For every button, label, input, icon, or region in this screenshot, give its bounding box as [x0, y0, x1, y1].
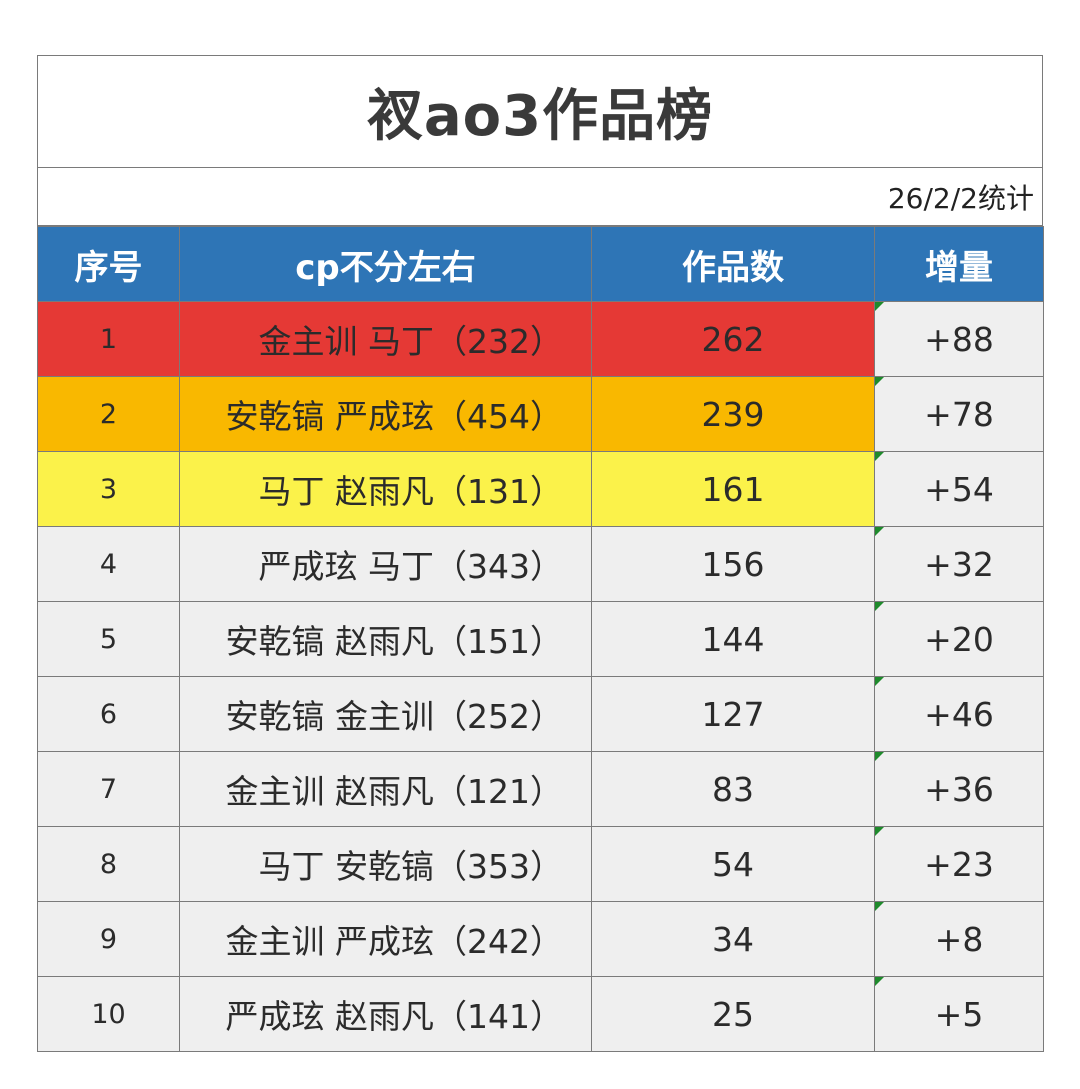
table-row: 10 严成玹 赵雨凡（141） 25 +5: [37, 976, 1044, 1052]
table-row: 3 马丁 赵雨凡（131） 161 +54: [37, 451, 1044, 527]
cp-cell: 金主训 严成玹（242）: [179, 901, 592, 977]
table-row: 9 金主训 严成玹（242） 34 +8: [37, 901, 1044, 977]
increase-cell: +23: [874, 826, 1044, 902]
rank-cell: 10: [37, 976, 180, 1052]
increase-cell: +54: [874, 451, 1044, 527]
cp-cell: 金主训 赵雨凡（121）: [179, 751, 592, 827]
increase-cell: +20: [874, 601, 1044, 677]
cp-cell: 马丁 安乾镐（353）: [179, 826, 592, 902]
cp-cell: 严成玹 马丁（343）: [179, 526, 592, 602]
header-works: 作品数: [591, 226, 875, 302]
works-cell: 83: [591, 751, 875, 827]
cp-cell: 严成玹 赵雨凡（141）: [179, 976, 592, 1052]
works-cell: 34: [591, 901, 875, 977]
rank-cell: 4: [37, 526, 180, 602]
header-rank: 序号: [37, 226, 180, 302]
increase-cell: +32: [874, 526, 1044, 602]
rank-cell: 1: [37, 301, 180, 377]
header-row: 序号 cp不分左右 作品数 增量: [37, 226, 1044, 302]
table-row: 4 严成玹 马丁（343） 156 +32: [37, 526, 1044, 602]
rank-cell: 7: [37, 751, 180, 827]
increase-cell: +5: [874, 976, 1044, 1052]
header-cp: cp不分左右: [179, 226, 592, 302]
table-row: 8 马丁 安乾镐（353） 54 +23: [37, 826, 1044, 902]
table-row: 5 安乾镐 赵雨凡（151） 144 +20: [37, 601, 1044, 677]
increase-cell: +46: [874, 676, 1044, 752]
works-cell: 262: [591, 301, 875, 377]
increase-cell: +78: [874, 376, 1044, 452]
cp-cell: 安乾镐 金主训（252）: [179, 676, 592, 752]
rank-cell: 5: [37, 601, 180, 677]
date-note: 26/2/2统计: [38, 168, 1043, 226]
cp-cell: 安乾镐 赵雨凡（151）: [179, 601, 592, 677]
rank-cell: 8: [37, 826, 180, 902]
rank-cell: 2: [37, 376, 180, 452]
cp-cell: 金主训 马丁（232）: [179, 301, 592, 377]
table-row: 6 安乾镐 金主训（252） 127 +46: [37, 676, 1044, 752]
table-row: 1 金主训 马丁（232） 262 +88: [37, 301, 1044, 377]
increase-cell: +36: [874, 751, 1044, 827]
works-cell: 25: [591, 976, 875, 1052]
table-row: 2 安乾镐 严成玹（454） 239 +78: [37, 376, 1044, 452]
header-increase: 增量: [874, 226, 1044, 302]
works-cell: 54: [591, 826, 875, 902]
works-cell: 239: [591, 376, 875, 452]
increase-cell: +8: [874, 901, 1044, 977]
sheet-title: 衩ao3作品榜: [38, 56, 1043, 168]
rank-cell: 9: [37, 901, 180, 977]
cp-cell: 安乾镐 严成玹（454）: [179, 376, 592, 452]
works-cell: 127: [591, 676, 875, 752]
works-cell: 161: [591, 451, 875, 527]
rank-cell: 3: [37, 451, 180, 527]
works-cell: 144: [591, 601, 875, 677]
works-cell: 156: [591, 526, 875, 602]
increase-cell: +88: [874, 301, 1044, 377]
rank-cell: 6: [37, 676, 180, 752]
cp-cell: 马丁 赵雨凡（131）: [179, 451, 592, 527]
ranking-sheet: 衩ao3作品榜 26/2/2统计 序号 cp不分左右 作品数 增量 1 金主训 …: [37, 55, 1044, 1052]
ranking-table: 序号 cp不分左右 作品数 增量 1 金主训 马丁（232） 262 +88 2…: [37, 226, 1044, 1052]
table-row: 7 金主训 赵雨凡（121） 83 +36: [37, 751, 1044, 827]
